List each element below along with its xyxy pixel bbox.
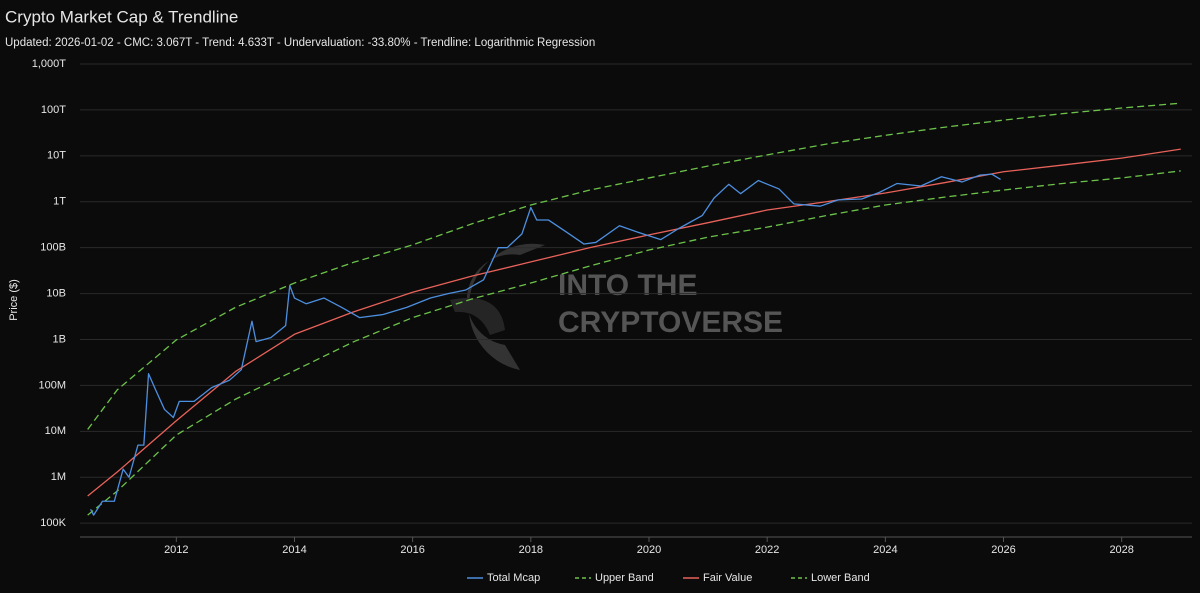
x-tick-label: 2012 [164, 544, 188, 556]
x-tick-label: 2014 [282, 544, 306, 556]
y-axis-label: Price ($) [8, 279, 20, 321]
x-tick-label: 2022 [755, 544, 779, 556]
legend-label: Fair Value [703, 572, 752, 584]
y-tick-label: 100M [38, 379, 66, 391]
legend-label: Upper Band [595, 572, 654, 584]
x-tick-label: 2028 [1109, 544, 1133, 556]
legend-item: Fair Value [683, 572, 752, 584]
y-tick-label: 10T [47, 150, 66, 162]
legend-item: Upper Band [575, 572, 654, 584]
chart-title: Crypto Market Cap & Trendline [5, 7, 238, 26]
legend-label: Total Mcap [487, 572, 540, 584]
y-tick-label: 100T [41, 104, 66, 116]
legend-label: Lower Band [811, 572, 870, 584]
series-line [90, 173, 1001, 516]
watermark-text: CRYPTOVERSE [558, 306, 783, 339]
chart-subtitle: Updated: 2026-01-02 - CMC: 3.067T - Tren… [5, 37, 595, 49]
x-tick-label: 2018 [519, 544, 543, 556]
series-line [87, 102, 1181, 430]
watermark [450, 243, 545, 370]
y-tick-label: 1M [51, 471, 66, 483]
series-line [87, 170, 1181, 516]
x-tick-label: 2020 [637, 544, 661, 556]
series-line [87, 148, 1181, 497]
y-tick-label: 1T [53, 196, 66, 208]
watermark-logo-swoosh [450, 298, 505, 335]
y-tick-label: 10B [46, 287, 66, 299]
x-tick-label: 2026 [991, 544, 1015, 556]
legend: Total Mcap Upper Band Fair Value Lower Band [467, 572, 870, 584]
watermark-text: INTO THE [558, 269, 697, 302]
legend-item: Total Mcap [467, 572, 540, 584]
y-tick-label: 1B [53, 333, 66, 345]
legend-item: Lower Band [791, 572, 870, 584]
watermark-logo [466, 243, 545, 370]
x-tick-label: 2024 [873, 544, 897, 556]
x-tick-label: 2016 [400, 544, 424, 556]
y-tick-label: 1,000T [32, 58, 67, 70]
y-tick-label: 100K [40, 517, 66, 529]
y-tick-label: 100B [40, 242, 66, 254]
y-tick-label: 10M [45, 425, 66, 437]
